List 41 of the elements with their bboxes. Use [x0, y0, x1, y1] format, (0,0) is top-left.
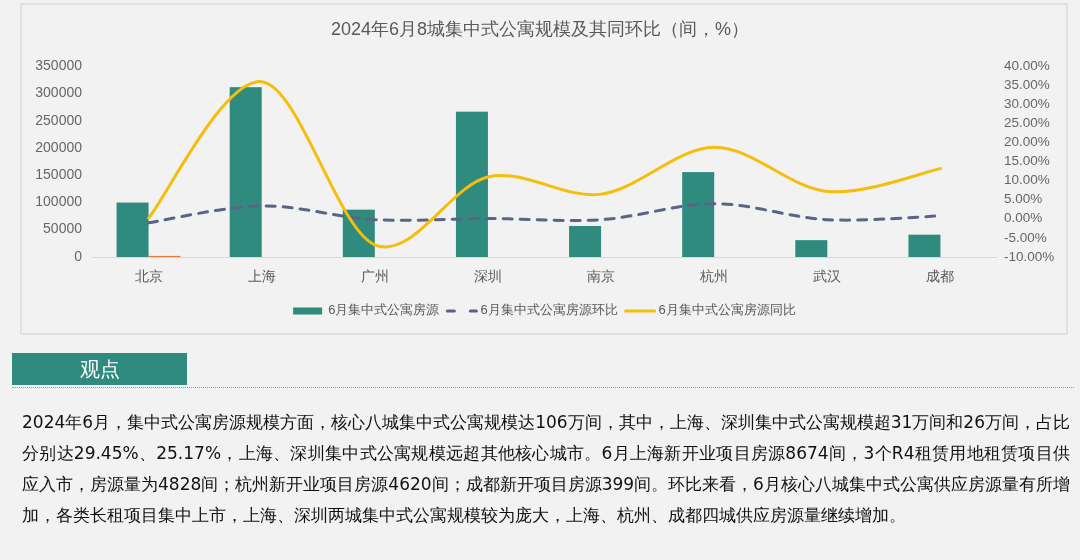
y2-tick-label: 25.00%	[1004, 115, 1050, 131]
y2-tick-label: 40.00%	[1004, 58, 1050, 74]
y2-tick-label: -10.00%	[1004, 248, 1055, 264]
bar	[682, 172, 715, 257]
bar	[908, 234, 941, 257]
y2-tick-label: 15.00%	[1004, 153, 1050, 169]
y2-tick-label: 10.00%	[1004, 172, 1050, 188]
chart-title: 2024年6月8城集中式公寓规模及其同环比（间，%）	[330, 19, 750, 39]
x-tick-label: 广州	[360, 267, 389, 284]
y2-tick-label: 5.00%	[1004, 191, 1043, 207]
y2-tick-label: -5.00%	[1004, 229, 1047, 245]
legend-label: 6月集中式公寓房源同比	[658, 302, 796, 318]
legend-label: 6月集中式公寓房源	[328, 302, 440, 318]
y-tick-label: 350000	[35, 57, 83, 74]
bar	[569, 225, 602, 257]
y-tick-label: 250000	[35, 111, 83, 128]
text: 2024年6月，集中式公寓房源规模方面，核心八城集中式公寓规模达106万间，其中，上海、深圳集中式公寓规模超31万间和26万间，占比分别达29.45%、25.17%，上海、深圳集中式公寓规模远超其他核心城市。6月上海新开业项目房源8674间，3个R4租赁用地租赁项目供应入市，房源量为4828间；杭州新开业项目房源4620间；成都新开项目房源399间。环比来看，6月核心八城集中式公寓供应房源量有所增加，各类长租项目集中上市，上海、深圳两城集中式公寓规模较为庞大，上海、杭州、成都四城供应房源量继续增加。	[12, 387, 1074, 547]
y-tick-label: 0	[74, 247, 83, 264]
x-tick-label: 杭州	[699, 267, 729, 284]
x-tick-label: 深圳	[473, 267, 502, 284]
y-tick-label: 150000	[35, 166, 83, 183]
y-tick-label: 200000	[35, 138, 83, 155]
x-tick-label: 上海	[247, 267, 276, 284]
y2-tick-label: 30.00%	[1004, 96, 1050, 112]
y2-tick-label: 0.00%	[1004, 210, 1043, 226]
x-tick-label: 武汉	[813, 267, 842, 284]
x-tick-label: 北京	[134, 267, 163, 284]
y-tick-label: 50000	[43, 220, 83, 237]
x-tick-label: 南京	[587, 267, 616, 284]
y-tick-label: 100000	[35, 193, 83, 210]
bar	[116, 202, 149, 257]
bar	[455, 111, 488, 257]
text: 观点	[12, 353, 187, 385]
x-tick-label: 成都	[926, 267, 955, 284]
bar	[229, 87, 262, 257]
legend-label: 6月集中式公寓房源环比	[480, 302, 618, 318]
y-tick-label: 300000	[35, 84, 83, 101]
line-series	[147, 80, 942, 248]
y2-tick-label: 35.00%	[1004, 77, 1050, 93]
y2-tick-label: 20.00%	[1004, 134, 1050, 150]
bar	[795, 240, 828, 257]
